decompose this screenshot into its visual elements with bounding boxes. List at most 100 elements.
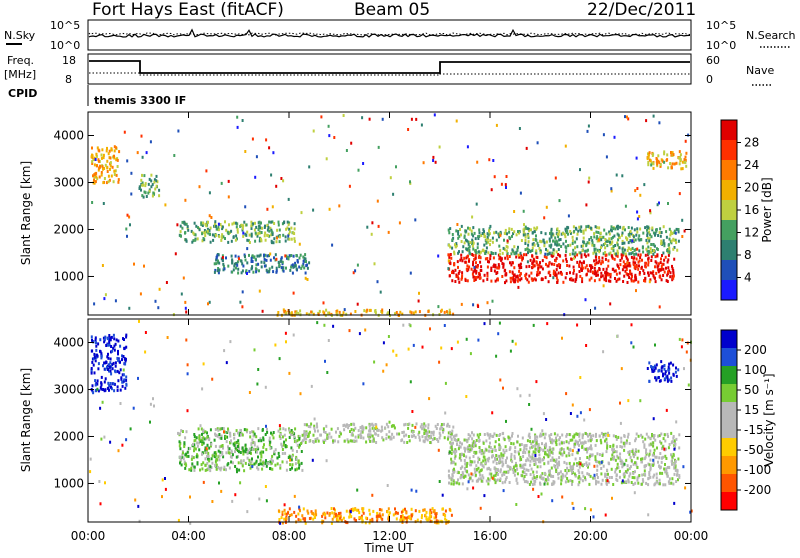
velocity-panel-ytick-label: 3000: [53, 382, 84, 396]
velocity-panel-frame: [87, 318, 692, 523]
nave-tick-low: 0: [706, 73, 713, 86]
nsky-tick-low: 10^0: [50, 39, 80, 52]
nsearch-tick-low: 10^0: [706, 39, 736, 52]
colorbar-swatch: [721, 160, 737, 181]
freq-tick-high: 18: [62, 54, 76, 67]
time-tick-label: 16:00: [473, 529, 508, 543]
colorbar-tick-label: -50: [744, 443, 764, 457]
colorbar-swatch: [721, 240, 737, 261]
nave-tick-high: 60: [706, 54, 720, 67]
velocity-y-axis: 1000 2000 3000 4000: [53, 319, 692, 522]
time-tick-label: 00:00: [71, 529, 106, 543]
date-title: 22/Dec/2011: [587, 0, 696, 20]
velocity-panel-ytick-label: 2000: [53, 429, 84, 443]
station-title: Fort Hays East (fitACF): [92, 0, 284, 20]
nave-trace: [89, 72, 690, 76]
colorbar-swatch: [721, 402, 737, 421]
nsky-tick-high: 10^5: [50, 19, 80, 32]
freq-frame: [87, 53, 692, 85]
nsky-frame: [87, 19, 692, 51]
power-panel-ytick-label: 1000: [53, 269, 84, 283]
power-panel-region-ground: [276, 308, 455, 317]
colorbar-tick-label: 50: [744, 383, 759, 397]
power-y-axis-label: Slant Range [km]: [19, 161, 33, 265]
nsky-label: N.Sky: [4, 29, 36, 42]
velocity-data-layer: [89, 319, 693, 525]
colorbar-swatch: [721, 492, 737, 511]
nsky-trace: [88, 28, 691, 38]
velocity-colorbar-fill: [721, 330, 737, 511]
colorbar-swatch: [721, 330, 737, 349]
power-colorbar-ticks: 28 24 20 16 12 8 4: [737, 136, 759, 285]
time-tick-label: 00:00: [674, 529, 709, 543]
colorbar-swatch: [721, 456, 737, 475]
power-panel-region-edge: [447, 224, 680, 256]
colorbar-swatch: [721, 348, 737, 367]
nave-label: Nave: [746, 64, 774, 77]
time-tick-label: 12:00: [372, 529, 407, 543]
power-panel-ytick-label: 2000: [53, 222, 84, 236]
power-panel-region-patch: [646, 150, 688, 171]
colorbar-swatch: [721, 200, 737, 221]
power-y-axis: 1000 2000 3000 4000: [53, 112, 692, 315]
power-panel-region-moderate: [178, 220, 296, 245]
colorbar-tick-label: 20: [744, 181, 759, 195]
velocity-panel-sparse-echoes: [89, 319, 693, 525]
colorbar-swatch: [721, 180, 737, 201]
velocity-panel-ytick-label: 4000: [53, 335, 84, 349]
colorbar-tick-label: 200: [744, 343, 767, 357]
colorbar-swatch: [721, 474, 737, 493]
nsearch-tick-high: 10^5: [706, 19, 736, 32]
freq-trace: [89, 60, 690, 74]
power-panel-region-strong: [447, 253, 676, 285]
time-tick-label: 04:00: [171, 529, 206, 543]
colorbar-swatch: [721, 120, 737, 141]
cpid-label: CPID: [8, 87, 37, 100]
time-axis-label: Time UT: [363, 541, 414, 554]
velocity-panel-region-gray: [301, 422, 455, 445]
freq-label: Freq.: [7, 54, 34, 67]
colorbar-tick-label: 24: [744, 158, 759, 172]
nsearch-label: N.Search: [746, 29, 796, 42]
colorbar-tick-label: 100: [744, 363, 767, 377]
power-panel-frame: [87, 111, 692, 316]
velocity-panel-region-blue: [90, 333, 128, 393]
power-panel-sparse-echoes: [91, 113, 690, 317]
colorbar-swatch: [721, 420, 737, 439]
power-colorbar-label: Power [dB]: [760, 177, 774, 242]
freq-tick-low: 8: [65, 73, 72, 86]
colorbar-swatch: [721, 140, 737, 161]
velocity-colorbar: [720, 329, 738, 511]
velocity-panel-region-green: [178, 427, 304, 473]
cpid-text: themis 3300 IF: [94, 94, 186, 107]
power-colorbar: [720, 119, 738, 301]
beam-title: Beam 05: [354, 0, 430, 20]
velocity-panel-ytick-label: 1000: [53, 476, 84, 490]
colorbar-swatch: [721, 366, 737, 385]
velocity-x-axis: 00:00 04:00 08:00 12:00 16:00 20:00 00:00: [71, 529, 709, 543]
velocity-panel-region-gray: [447, 431, 681, 487]
colorbar-swatch: [721, 384, 737, 403]
power-panel-ytick-label: 4000: [53, 128, 84, 142]
power-panel-ytick-label: 3000: [53, 175, 84, 189]
colorbar-swatch: [721, 280, 737, 301]
power-panel-region-patch: [90, 145, 121, 185]
colorbar-tick-label: 15: [744, 403, 759, 417]
freq-unit-label: [MHz]: [4, 68, 36, 81]
velocity-panel-region-blue: [646, 361, 680, 383]
time-tick-label: 20:00: [573, 529, 608, 543]
colorbar-tick-label: -15: [744, 423, 764, 437]
colorbar-tick-label: 12: [744, 226, 759, 240]
colorbar-tick-label: 28: [744, 136, 759, 150]
colorbar-tick-label: -100: [744, 463, 771, 477]
nsearch-trace: [88, 32, 691, 36]
colorbar-tick-label: -200: [744, 483, 771, 497]
power-panel-region-patch: [138, 173, 161, 199]
velocity-y-axis-label: Slant Range [km]: [19, 368, 33, 472]
power-panel-region-moderate: [213, 253, 311, 275]
colorbar-tick-label: 16: [744, 203, 759, 217]
colorbar-tick-label: 8: [744, 248, 752, 262]
colorbar-swatch: [721, 438, 737, 457]
